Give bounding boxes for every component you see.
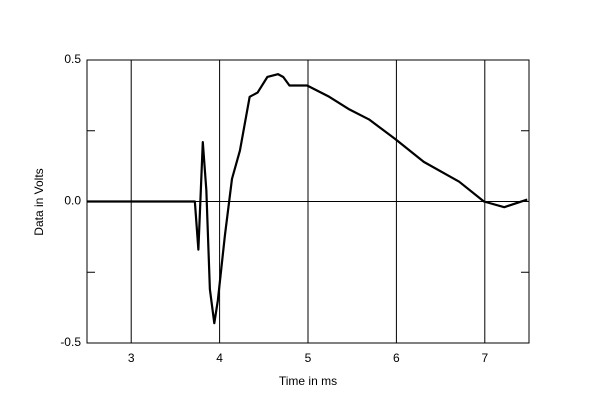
x-axis-label: Time in ms (279, 374, 337, 388)
x-tick-label: 4 (216, 351, 223, 365)
data-line (87, 73, 528, 325)
y-tick-label: 0.0 (64, 194, 81, 208)
x-tick-label: 6 (393, 351, 400, 365)
y-axis-label: Data in Volts (32, 168, 46, 235)
x-tick-label: 7 (481, 351, 488, 365)
x-tick-label: 5 (305, 351, 312, 365)
y-tick-label: 0.5 (64, 52, 81, 66)
y-tick-label: -0.5 (60, 335, 81, 349)
x-tick-label: 3 (128, 351, 135, 365)
